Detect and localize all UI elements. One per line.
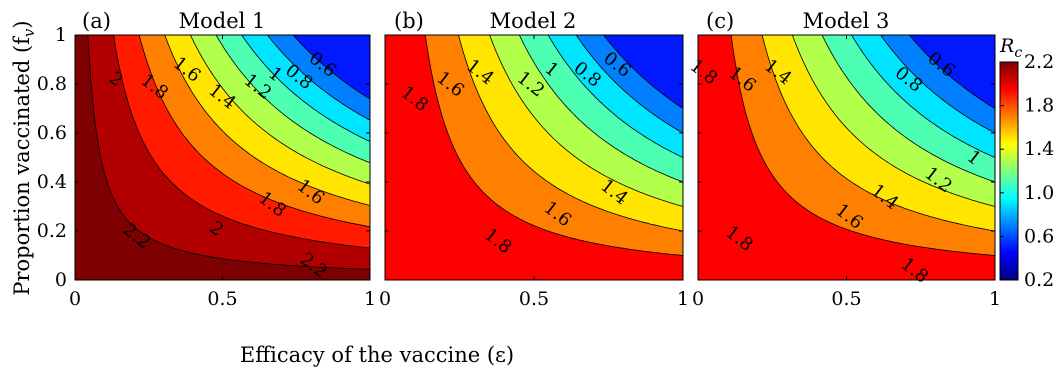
panel-model-3: 0.60.81.41.61.811.21.41.61.81.8 (c) Mode… [686,9,996,288]
panel-label-b: (b) [394,9,424,33]
colorbar-tick-label: 1.0 [1024,182,1054,204]
colorbar-ticks: 0.2 0.6 1.0 1.4 1.8 2.2 [1000,51,1054,291]
contour-line [241,35,370,142]
contour-line [458,35,683,232]
contour-plot-model-1 [75,35,370,280]
contour-line [292,35,370,100]
colorbar-tick-label: 1.8 [1024,95,1054,117]
contour-line [603,35,683,109]
panel-title-model-3: Model 3 [803,9,890,33]
contour-line [518,35,683,183]
contour-line [761,35,995,232]
contour-line [424,35,683,256]
contour-line [138,35,370,228]
y-tick-label: 0.6 [37,122,67,144]
x-tick-label: 0 [69,288,81,310]
colorbar-tick-label: 0.6 [1024,225,1054,247]
contour-line [575,35,683,134]
y-tick-label: 0 [55,269,67,291]
x-tick-label: 0 [379,288,391,310]
panel-model-1: 0.60.811.21.41.61.821.61.822.22.2 (a) Mo… [74,9,371,283]
colorbar: Rc 0.2 0.6 1.0 1.4 1.8 2.2 [999,35,1054,291]
contour-line [792,35,995,207]
x-tick-label: 0 [692,288,704,310]
x-tick-label: 0.5 [519,288,549,310]
x-tick-label: 1 [677,288,689,310]
y-axis-label: Proportion vaccinated (fv) [10,20,38,295]
contour-band [293,35,370,99]
y-tick-label: 0.2 [37,220,67,242]
x-tick-label: 0.5 [831,288,861,310]
y-tick-label: 0.8 [37,73,67,95]
contour-line [909,35,995,109]
colorbar-tick-label: 2.2 [1024,51,1054,73]
contour-line [880,35,995,134]
contour-line [215,35,370,164]
contour-line [113,35,370,249]
x-axis-label: Efficacy of the vaccine (ε) [240,343,514,367]
contour-line [730,35,995,256]
y-tick-label: 1 [55,24,67,46]
contour-line [489,35,683,207]
colorbar-tick-label: 0.2 [1024,269,1054,291]
x-tick-label: 1 [989,288,1001,310]
contour-line [267,35,370,121]
panel-label-c: (c) [706,9,734,33]
panel-title-model-1: Model 1 [179,9,266,33]
y-tick-label: 0.4 [37,171,67,193]
axes: 0 0.5 100.20.40.60.810 0.5 1 0 0.5 1 [37,24,1001,310]
colorbar-tick-label: 1.4 [1024,138,1054,160]
contour-line [851,35,995,158]
panel-title-model-2: Model 2 [490,9,577,33]
contour-band [909,35,995,109]
contour-line [190,35,370,185]
contour-plot-model-2 [385,35,683,280]
colorbar-gradient [999,61,1019,281]
x-tick-label: 1 [364,288,376,310]
contour-line [821,35,995,183]
colorbar-label: Rc [999,35,1022,61]
contour-band [603,35,683,109]
contour-line [547,35,683,158]
panel-label-a: (a) [82,9,111,33]
x-tick-label: 0.5 [207,288,237,310]
panel-model-2: 0.60.811.21.41.61.81.41.61.8 (b) Model 2 [384,9,684,281]
contour-line [87,35,370,270]
contour-line [164,35,370,206]
contour-plot-model-3 [698,35,995,280]
